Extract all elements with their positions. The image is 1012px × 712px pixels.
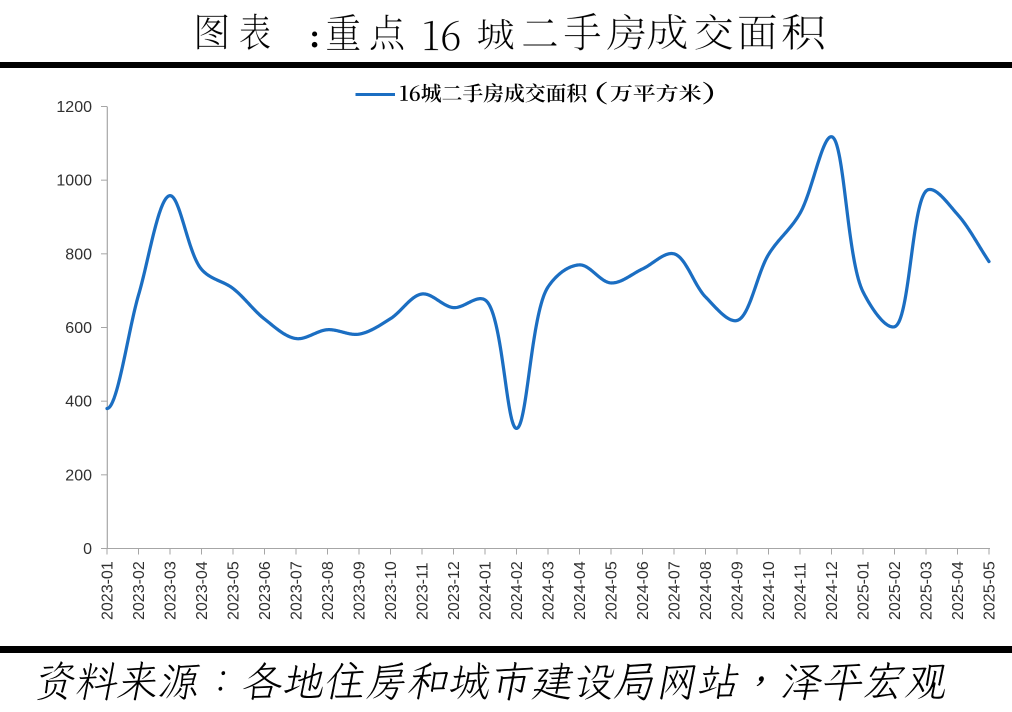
svg-text:2025-05: 2025-05 [982,561,999,620]
svg-text:2024-10: 2024-10 [761,561,778,620]
svg-text:2023-08: 2023-08 [320,561,337,620]
svg-text:2023-10: 2023-10 [383,561,400,620]
svg-text:2024-12: 2024-12 [824,561,841,620]
svg-text:2025-03: 2025-03 [919,561,936,620]
svg-text:2025-01: 2025-01 [856,561,873,620]
svg-text:1200: 1200 [56,99,92,116]
svg-text:2025-02: 2025-02 [887,561,904,620]
svg-text:2024-01: 2024-01 [478,561,495,620]
svg-text:200: 200 [65,467,92,484]
svg-text:1000: 1000 [56,173,92,190]
svg-text:2023-03: 2023-03 [163,561,180,620]
svg-text:2024-05: 2024-05 [604,561,621,620]
svg-text:2023-05: 2023-05 [226,561,243,620]
svg-text:2024-03: 2024-03 [541,561,558,620]
svg-text:400: 400 [65,394,92,411]
svg-text:800: 800 [65,246,92,263]
svg-text:2023-01: 2023-01 [100,561,117,620]
svg-text:2024-08: 2024-08 [698,561,715,620]
svg-text:2024-11: 2024-11 [793,562,810,620]
svg-text:2024-04: 2024-04 [572,561,589,620]
svg-text:2024-06: 2024-06 [635,561,652,620]
svg-text:2024-09: 2024-09 [730,561,747,620]
svg-text:2023-06: 2023-06 [257,561,274,620]
svg-text:2023-11: 2023-11 [415,562,432,620]
svg-text:600: 600 [65,320,92,337]
svg-text:2025-04: 2025-04 [950,561,967,620]
svg-text:2024-07: 2024-07 [667,561,684,620]
svg-text:0: 0 [83,541,92,558]
svg-text:2023-02: 2023-02 [131,561,148,620]
svg-text:2023-09: 2023-09 [352,561,369,620]
svg-text:2024-02: 2024-02 [509,561,526,620]
svg-text:2023-07: 2023-07 [289,561,306,620]
svg-text:2023-12: 2023-12 [446,561,463,620]
svg-text:2023-04: 2023-04 [194,561,211,620]
